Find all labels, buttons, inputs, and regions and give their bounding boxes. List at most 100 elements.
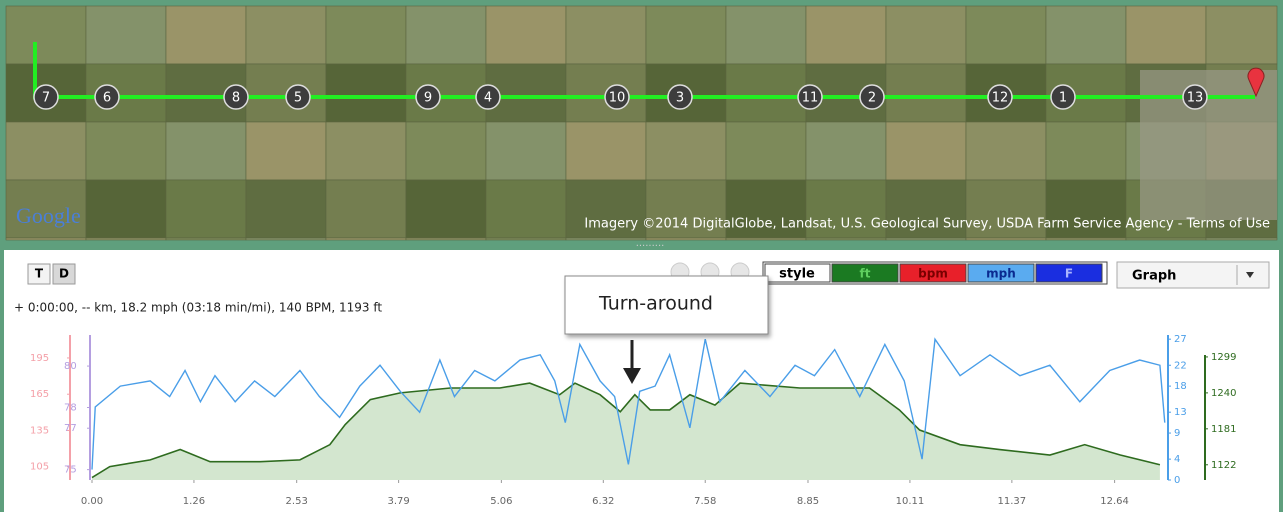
field	[1206, 238, 1277, 240]
field	[406, 180, 486, 238]
view-label: Graph	[1132, 269, 1176, 284]
y-tick-label: 1240	[1211, 388, 1236, 399]
field	[406, 6, 486, 64]
field	[566, 238, 646, 240]
field	[806, 238, 886, 240]
field	[166, 122, 246, 180]
field	[86, 238, 166, 240]
y-tick-label: 1122	[1211, 460, 1236, 471]
page: 76859410311212113GoogleImagery ©2014 Dig…	[0, 0, 1283, 512]
field	[1126, 6, 1206, 64]
y-tick-label: 77	[64, 423, 77, 434]
x-tick-label: 7.58	[694, 496, 716, 507]
field	[326, 238, 406, 240]
y-tick-label: 80	[64, 361, 77, 372]
field	[406, 238, 486, 240]
marker-label: 2	[868, 91, 876, 106]
app: 76859410311212113GoogleImagery ©2014 Dig…	[0, 0, 1283, 512]
field	[6, 238, 86, 240]
field	[726, 6, 806, 64]
field	[6, 122, 86, 180]
splitter[interactable]: ·········	[636, 241, 665, 252]
marker-label: 10	[609, 91, 626, 106]
y2-tick-label: 18	[1174, 381, 1187, 392]
field	[6, 6, 86, 64]
marker-label: 4	[484, 91, 492, 106]
y-tick-label: 1299	[1211, 352, 1236, 363]
field	[486, 6, 566, 64]
field	[486, 238, 566, 240]
marker-label: 12	[992, 91, 1009, 106]
marker-label: 3	[676, 91, 684, 106]
field	[566, 6, 646, 64]
field	[166, 180, 246, 238]
marker-label: 8	[232, 91, 240, 106]
button-label: D	[59, 267, 69, 281]
y2-tick-label: 4	[1174, 454, 1180, 465]
x-tick-label: 2.53	[286, 496, 308, 507]
y2-tick-label: 9	[1174, 428, 1180, 439]
field	[246, 122, 326, 180]
field	[1046, 6, 1126, 64]
marker-label: 13	[1187, 91, 1204, 106]
status: + 0:00:00, -- km, 18.2 mph (03:18 min/mi…	[14, 301, 382, 315]
marker-label: 11	[802, 91, 819, 106]
y2-tick-label: 13	[1174, 407, 1187, 418]
y-tick-label: 195	[30, 353, 49, 364]
field	[326, 180, 406, 238]
legend-label: ft	[860, 267, 871, 281]
x-tick-label: 5.06	[490, 496, 512, 507]
y-tick-label: 75	[64, 465, 77, 476]
field	[1046, 122, 1126, 180]
field	[646, 6, 726, 64]
field	[806, 122, 886, 180]
legend-label: bpm	[918, 267, 948, 281]
field	[886, 122, 966, 180]
field	[806, 6, 886, 64]
field	[1046, 238, 1126, 240]
x-tick-label: 3.79	[387, 496, 409, 507]
y2-tick-label: 0	[1174, 475, 1180, 486]
map-logo: Google	[16, 203, 81, 228]
button-label: T	[35, 267, 44, 281]
y-tick-label: 105	[30, 462, 49, 473]
x-tick-label: 8.85	[797, 496, 819, 507]
style-label: style	[779, 267, 815, 282]
attribution: Imagery ©2014 DigitalGlobe, Landsat, U.S…	[584, 217, 1270, 232]
field	[1206, 6, 1277, 64]
field	[166, 238, 246, 240]
x-tick-label: 11.37	[998, 496, 1027, 507]
field	[966, 6, 1046, 64]
field	[886, 64, 966, 122]
x-tick-label: 1.26	[183, 496, 205, 507]
field	[486, 180, 566, 238]
field	[726, 122, 806, 180]
legend-label: F	[1065, 267, 1073, 281]
y2-tick-label: 22	[1174, 360, 1187, 371]
marker-label: 5	[294, 91, 302, 106]
field	[246, 238, 326, 240]
field	[86, 180, 166, 238]
marker-label: 6	[103, 91, 111, 106]
field	[966, 122, 1046, 180]
x-tick-label: 12.64	[1100, 496, 1129, 507]
field	[726, 64, 806, 122]
field	[326, 6, 406, 64]
field	[726, 238, 806, 240]
y-tick-label: 165	[30, 389, 49, 400]
field	[566, 122, 646, 180]
legend-label: mph	[986, 267, 1016, 281]
x-tick-label: 10.11	[896, 496, 925, 507]
field	[246, 180, 326, 238]
y-tick-label: 135	[30, 425, 49, 436]
field	[1126, 238, 1206, 240]
field	[646, 238, 726, 240]
field	[886, 238, 966, 240]
marker-label: 7	[42, 91, 50, 106]
field	[86, 122, 166, 180]
y-tick-label: 1181	[1211, 424, 1236, 435]
field	[406, 122, 486, 180]
x-tick-label: 0.00	[81, 496, 103, 507]
marker-label: 9	[424, 91, 432, 106]
